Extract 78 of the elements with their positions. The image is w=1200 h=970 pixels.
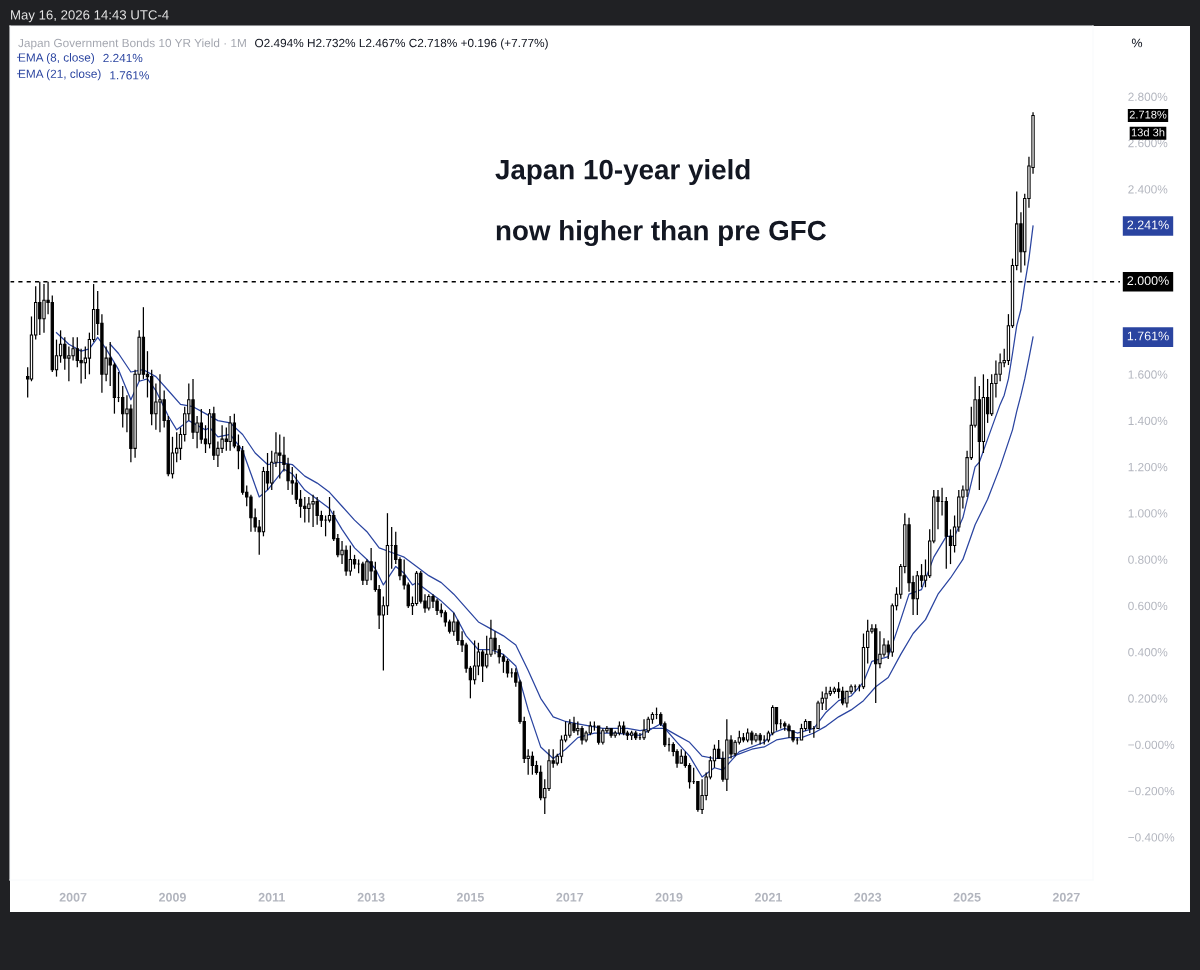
candlestick (476, 642, 481, 676)
y-tick-label: 2.800% (1128, 92, 1168, 101)
candlestick (315, 496, 319, 526)
candlestick (530, 750, 535, 776)
y-tick-label: −0.200% (1128, 786, 1175, 796)
ref-line-label: 2.000% (1127, 276, 1169, 286)
candlestick (878, 630, 882, 669)
candlestick (501, 653, 506, 674)
text: 2.241% (1127, 220, 1169, 230)
y-tick-label: 1.000% (1128, 509, 1168, 518)
candlestick (596, 725, 601, 746)
annotation: O2.494% H2.732% L2.467% C2.718% +0.196 (+7.77%) (255, 38, 548, 50)
x-tick-label: 2019 (655, 892, 683, 902)
candlestick (642, 718, 646, 741)
candlestick (841, 686, 845, 706)
legend-label: EMA (8, close) (18, 53, 95, 64)
text: May 16, 2026 14:43 UTC-4 (11, 10, 169, 23)
annotation: Japan Government Bonds 10 YR Yield · 1M (18, 38, 246, 50)
y-tick-label: −0.000% (1128, 740, 1175, 749)
candlestick (348, 544, 353, 577)
y-tick-label: −0.400% (1128, 833, 1175, 842)
candlestick (224, 426, 228, 452)
x-tick-label: 2017 (556, 892, 584, 902)
y-tick-label: 2.400% (1128, 185, 1168, 194)
y-tick-label: 1.600% (1128, 370, 1168, 379)
y-tick-label: 2.600% (1128, 138, 1168, 148)
candlestick (344, 544, 348, 577)
legend-label: EMA (21, close) (18, 69, 101, 81)
candlestick (700, 778, 704, 815)
candlestick (228, 415, 232, 452)
candlestick (294, 473, 299, 505)
candlestick (121, 385, 125, 429)
candlestick (472, 639, 477, 686)
candlestick (452, 612, 456, 637)
candlestick (493, 630, 497, 655)
candlestick (38, 281, 42, 336)
x-tick-label: 2025 (953, 892, 981, 902)
y-tick-label: 0.800% (1128, 555, 1168, 564)
candlestick (787, 723, 791, 739)
y-tick-label: 1.400% (1128, 416, 1168, 425)
candlestick (199, 408, 203, 445)
text: 13d 3h (1131, 128, 1165, 137)
candlestick (278, 433, 282, 480)
candlestick (559, 734, 564, 764)
candlestick (311, 494, 315, 528)
x-tick-label: 2021 (754, 892, 782, 902)
x-tick-label: 2007 (59, 892, 87, 902)
candlestick (361, 561, 365, 586)
y-axis-title: % (1131, 38, 1143, 48)
candlestick (568, 718, 572, 739)
candlestick (42, 283, 46, 334)
candlestick (824, 686, 828, 711)
text: now higher than pre GFC (496, 220, 826, 247)
y-tick-label: 0.600% (1128, 601, 1168, 611)
x-tick-label: 2009 (159, 892, 186, 902)
x-tick-label: 2023 (854, 892, 882, 902)
y-tick-label: 1.200% (1128, 462, 1168, 472)
candlestick (480, 649, 485, 683)
candlestick (158, 373, 162, 433)
candlestick (505, 658, 510, 679)
candlestick (915, 570, 919, 616)
candlestick (232, 413, 237, 449)
x-tick-label: 2027 (1052, 892, 1080, 902)
text: 2.718% (1129, 110, 1167, 119)
y-tick-label: 0.400% (1128, 648, 1168, 657)
x-tick-label: 2013 (357, 892, 385, 902)
text: Japan 10-year yield (495, 159, 750, 185)
annotation: 2.241% (103, 53, 143, 63)
annotation: 1.761% (110, 71, 149, 80)
candlestick (249, 494, 253, 533)
candlestick (323, 514, 328, 537)
x-tick-label: 2015 (456, 892, 484, 902)
x-tick-label: 2011 (258, 892, 285, 902)
candlestick (307, 496, 311, 524)
candlestick (580, 725, 584, 746)
text: 1.761% (1127, 331, 1169, 341)
candlestick (303, 496, 307, 524)
y-tick-label: 0.200% (1128, 694, 1168, 703)
